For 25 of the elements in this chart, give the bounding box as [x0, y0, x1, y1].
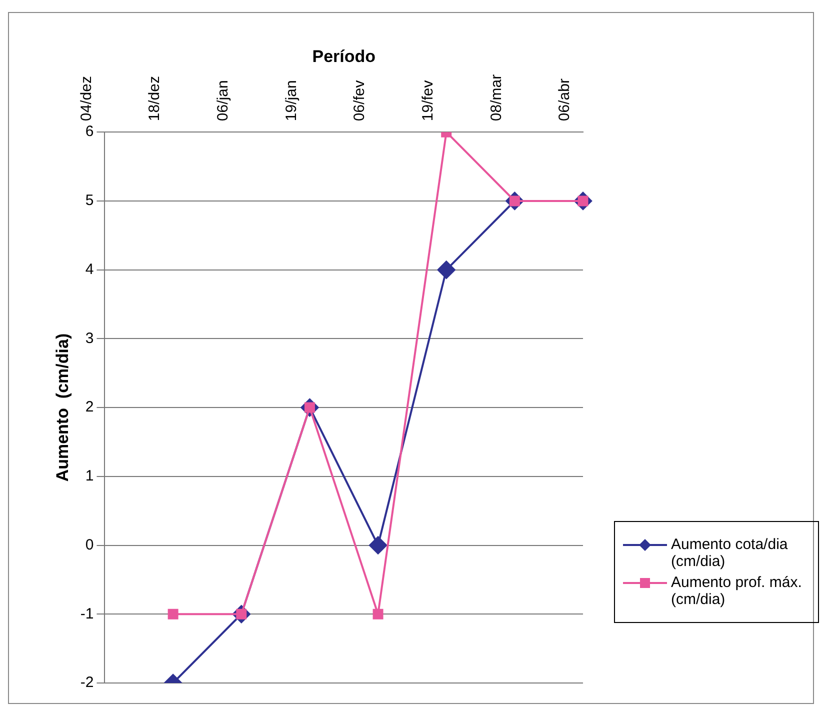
- point: [168, 608, 178, 620]
- y-tick-label: -2: [80, 674, 94, 692]
- point: [437, 260, 456, 279]
- y-tick-label: 2: [85, 398, 94, 416]
- x-tick-label: 06/fev: [351, 80, 368, 122]
- x-tick-label: 06/jan: [214, 80, 232, 122]
- point: [372, 608, 384, 620]
- x-tick-label: 06/abr: [556, 78, 574, 122]
- point: [369, 536, 388, 554]
- y-tick-label: 6: [85, 123, 94, 140]
- y-tick-label: 4: [85, 260, 94, 278]
- x-axis-title: Período: [312, 46, 376, 66]
- y-tick-label: -1: [80, 605, 94, 622]
- x-tick-label: 19/fev: [419, 80, 436, 122]
- y-tick-label: 5: [85, 192, 94, 210]
- y-tick-label: 3: [85, 330, 94, 347]
- y-tick-label: 1: [85, 468, 94, 485]
- x-tick-label: 18/dez: [146, 76, 164, 122]
- x-tick-label: 19/jan: [282, 80, 300, 122]
- y-axis-title: Aumento (cm/dia): [52, 333, 72, 482]
- y-tick-label: 0: [85, 536, 94, 554]
- x-tick-label: 04/dez: [78, 76, 95, 122]
- legend-label: Aumento prof. máx. (cm/dia): [671, 574, 803, 608]
- legend-label: Aumento cota/dia (cm/dia): [671, 536, 789, 570]
- x-tick-label: 08/mar: [488, 74, 505, 122]
